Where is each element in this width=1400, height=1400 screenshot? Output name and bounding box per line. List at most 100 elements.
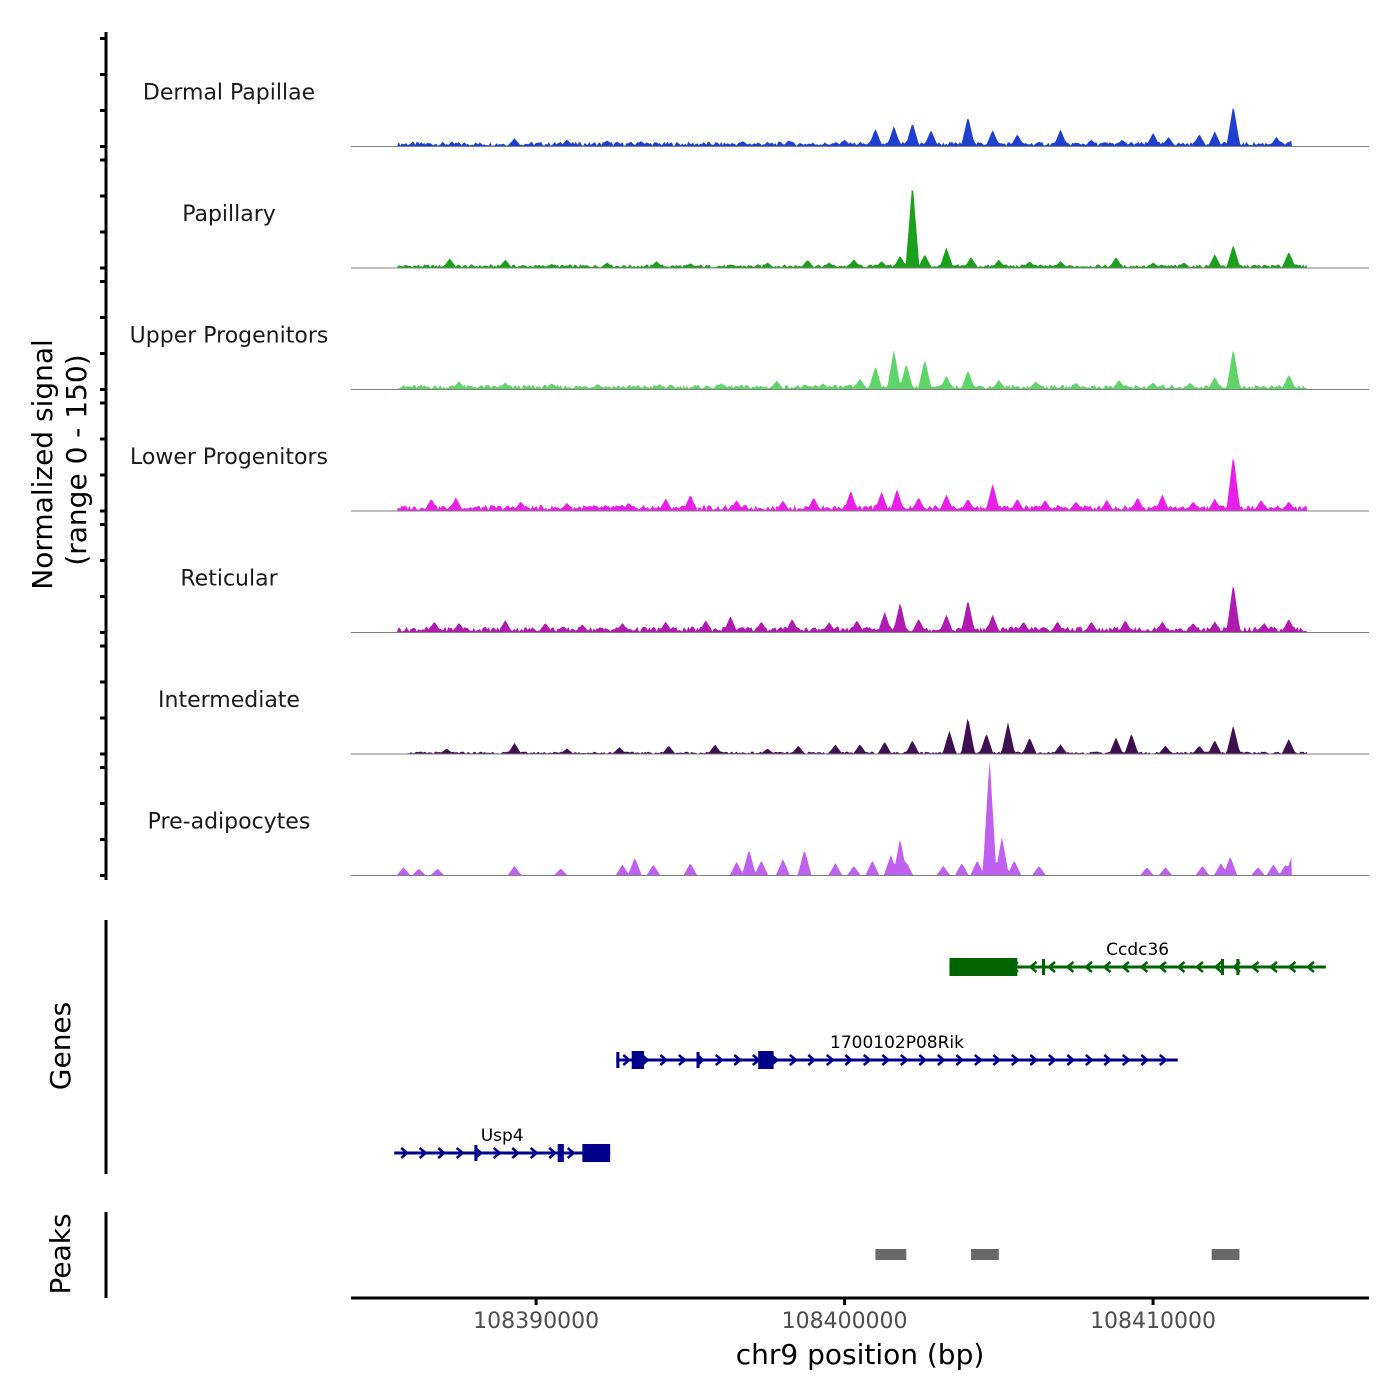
strand-arrow — [714, 1054, 724, 1066]
strand-arrow — [1195, 961, 1204, 973]
gene-label: Usp4 — [481, 1126, 524, 1146]
strand-arrow — [1084, 1054, 1094, 1066]
strand-arrow — [529, 1147, 539, 1159]
track-label: Reticular — [180, 567, 278, 592]
strand-arrow — [677, 1054, 687, 1066]
gene-usp4: Usp4 — [394, 1126, 611, 1162]
strand-arrow — [511, 1147, 521, 1159]
strand-arrow — [1047, 1054, 1057, 1066]
peak-region — [875, 1249, 907, 1260]
strand-arrow — [1103, 1054, 1113, 1066]
coverage-track-intermediate: Intermediate — [158, 688, 1369, 755]
gene-exon — [1042, 959, 1046, 975]
strand-arrow — [899, 1054, 909, 1066]
strand-arrow — [1066, 1054, 1076, 1066]
strand-arrow — [1306, 961, 1315, 973]
signal-area — [397, 107, 1292, 147]
track-label: Intermediate — [158, 688, 300, 713]
coverage-track-dermal-papillae: Dermal Papillae — [143, 81, 1369, 147]
strand-arrow — [1084, 961, 1093, 973]
strand-arrow — [400, 1147, 410, 1159]
signal-area — [397, 586, 1308, 633]
strand-arrow — [1065, 961, 1075, 973]
strand-arrow — [918, 1054, 928, 1066]
strand-arrow — [733, 1054, 743, 1066]
coverage-track-papillary: Papillary — [182, 189, 1369, 269]
strand-arrow — [955, 1054, 965, 1066]
strand-arrow — [844, 1054, 854, 1066]
strand-arrow — [548, 1147, 558, 1159]
strand-arrow — [1176, 961, 1186, 973]
gene-exon — [474, 1145, 478, 1161]
coverage-y-axis-title: Normalized signal (range 0 - 150) — [26, 330, 93, 589]
strand-arrow — [1028, 961, 1038, 973]
strand-arrow — [1269, 961, 1278, 973]
coverage-track-upper-progenitors: Upper Progenitors — [130, 324, 1369, 390]
signal-area — [397, 350, 1308, 390]
genes-layer: Ccdc36 1700102P08Rik Usp4 — [394, 940, 1326, 1162]
coverage-y-ticks — [100, 37, 106, 877]
strand-arrow — [437, 1147, 447, 1159]
gene-label: 1700102P08Rik — [830, 1033, 964, 1053]
track-label: Papillary — [182, 202, 276, 227]
x-axis-ticks: 108390000 108400000 108410000 — [473, 1298, 1216, 1334]
strand-arrow — [659, 1054, 669, 1066]
gene-exon — [616, 1052, 620, 1068]
strand-arrow — [973, 1054, 983, 1066]
signal-area — [397, 458, 1308, 511]
strand-arrow — [1213, 961, 1223, 973]
coverage-track-reticular: Reticular — [180, 567, 1369, 633]
strand-arrow — [788, 1054, 798, 1066]
signal-area — [406, 718, 1308, 754]
peak-region — [1211, 1249, 1240, 1260]
strand-arrow — [1287, 961, 1297, 973]
gene-ccdc36: Ccdc36 — [949, 940, 1326, 976]
strand-arrow — [1010, 1054, 1020, 1066]
strand-arrow — [1029, 1054, 1039, 1066]
strand-arrow — [455, 1147, 465, 1159]
gene-exon — [758, 1051, 774, 1069]
gene-exon — [1220, 959, 1225, 975]
gene-exon — [582, 1144, 611, 1162]
gene-label: Ccdc36 — [1106, 940, 1169, 960]
gene-exon — [1236, 959, 1240, 975]
gene-exon — [696, 1052, 700, 1068]
x-axis-title: chr9 position (bp) — [736, 1338, 985, 1371]
track-label: Dermal Papillae — [143, 81, 315, 106]
gene-exon — [949, 958, 1018, 976]
coverage-track-pre-adipocytes: Pre-adipocytes — [148, 761, 1369, 876]
strand-arrow — [1139, 961, 1149, 973]
strand-arrow — [1250, 961, 1260, 973]
gene-exon — [557, 1144, 564, 1162]
coverage-track-lower-progenitors: Lower Progenitors — [130, 445, 1369, 512]
peaks-layer — [875, 1249, 1240, 1260]
signal-area — [397, 189, 1308, 268]
strand-arrow — [1121, 961, 1130, 973]
strand-arrow — [1121, 1054, 1131, 1066]
coverage-tracks: Dermal Papillae Papillary Upper Progenitor… — [130, 81, 1369, 876]
gene-1700102p08rik: 1700102P08Rik — [616, 1033, 1178, 1069]
strand-arrow — [622, 1054, 632, 1066]
coverage-y-axis-title-line2: (range 0 - 150) — [60, 354, 93, 565]
signal-area — [397, 761, 1292, 876]
strand-arrow — [1047, 961, 1056, 973]
strand-arrow — [1158, 1054, 1168, 1066]
x-tick-label: 108400000 — [782, 1309, 908, 1334]
genes-axis-title: Genes — [44, 1002, 77, 1090]
strand-arrow — [492, 1147, 502, 1159]
gene-exon — [631, 1051, 645, 1069]
peaks-axis-title: Peaks — [44, 1213, 77, 1294]
strand-arrow — [1102, 961, 1112, 973]
x-tick-label: 108390000 — [473, 1309, 599, 1334]
strand-arrow — [1140, 1054, 1150, 1066]
strand-arrow — [566, 1147, 576, 1159]
track-label: Upper Progenitors — [130, 324, 329, 349]
track-label: Lower Progenitors — [130, 445, 328, 470]
track-label: Pre-adipocytes — [148, 810, 311, 835]
strand-arrow — [807, 1054, 817, 1066]
strand-arrow — [992, 1054, 1002, 1066]
strand-arrow — [936, 1054, 946, 1066]
strand-arrow — [862, 1054, 872, 1066]
strand-arrow — [418, 1147, 428, 1159]
